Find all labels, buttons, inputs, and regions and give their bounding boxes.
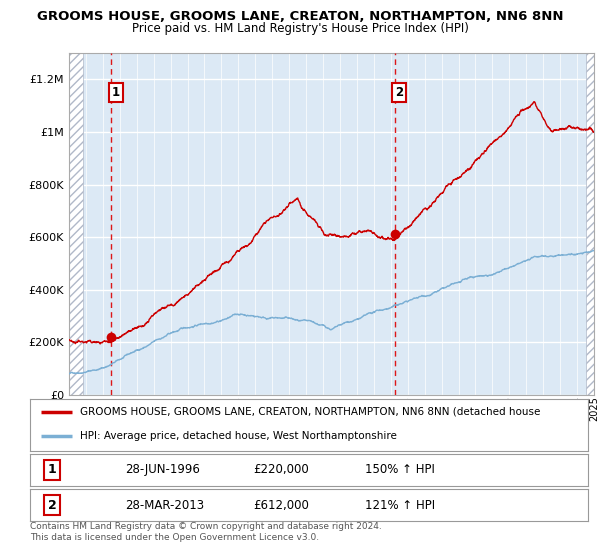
Text: 1: 1 <box>112 86 119 99</box>
Text: Price paid vs. HM Land Registry's House Price Index (HPI): Price paid vs. HM Land Registry's House … <box>131 22 469 35</box>
Text: £612,000: £612,000 <box>253 498 309 512</box>
Text: 28-JUN-1996: 28-JUN-1996 <box>125 463 200 477</box>
Bar <box>586 53 594 395</box>
Text: 2: 2 <box>48 498 56 512</box>
Text: 2: 2 <box>395 86 403 99</box>
Text: Contains HM Land Registry data © Crown copyright and database right 2024.
This d: Contains HM Land Registry data © Crown c… <box>30 522 382 542</box>
Text: GROOMS HOUSE, GROOMS LANE, CREATON, NORTHAMPTON, NN6 8NN: GROOMS HOUSE, GROOMS LANE, CREATON, NORT… <box>37 10 563 23</box>
Bar <box>69 53 83 395</box>
Text: 150% ↑ HPI: 150% ↑ HPI <box>365 463 434 477</box>
Text: 28-MAR-2013: 28-MAR-2013 <box>125 498 204 512</box>
Text: 1: 1 <box>48 463 56 477</box>
Text: HPI: Average price, detached house, West Northamptonshire: HPI: Average price, detached house, West… <box>80 431 397 441</box>
Text: GROOMS HOUSE, GROOMS LANE, CREATON, NORTHAMPTON, NN6 8NN (detached house: GROOMS HOUSE, GROOMS LANE, CREATON, NORT… <box>80 407 541 417</box>
Text: 121% ↑ HPI: 121% ↑ HPI <box>365 498 435 512</box>
Text: £220,000: £220,000 <box>253 463 309 477</box>
